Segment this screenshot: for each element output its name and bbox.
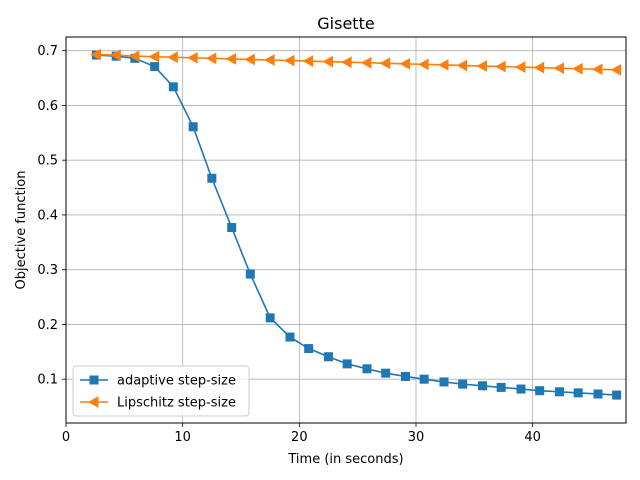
data-point: [553, 62, 564, 75]
data-point: [283, 54, 295, 67]
y-tick-label: 0.2: [37, 318, 58, 333]
data-point: [245, 269, 255, 279]
legend-marker: [89, 375, 99, 385]
y-tick-label: 0.7: [37, 44, 58, 59]
data-point: [458, 379, 468, 389]
data-point: [535, 386, 545, 396]
series-layer: [90, 48, 622, 400]
chart-title: Gisette: [317, 14, 374, 33]
data-point: [167, 51, 178, 64]
y-tick-label: 0.6: [37, 99, 58, 114]
series-1: [91, 50, 622, 400]
y-axis-ticks: 0.1 0.2 0.3 0.4 0.5 0.6 0.7: [37, 44, 66, 388]
x-axis-label: Time (in seconds): [287, 452, 403, 467]
data-point: [362, 364, 372, 374]
data-point: [514, 61, 526, 73]
data-point: [324, 352, 333, 362]
data-point: [573, 388, 583, 398]
data-point: [610, 64, 622, 76]
x-tick-label: 10: [174, 430, 191, 445]
data-point: [342, 359, 352, 369]
legend-entry: Lipschitz step-size: [80, 396, 236, 411]
data-point: [265, 313, 275, 323]
data-point: [322, 55, 333, 68]
x-tick-label: 0: [62, 430, 70, 445]
data-point: [476, 60, 487, 72]
data-point: [381, 368, 391, 378]
y-axis-label: Objective function: [14, 171, 29, 290]
data-point: [418, 58, 429, 71]
data-point: [90, 48, 101, 61]
data-point: [399, 57, 410, 70]
data-point: [437, 59, 449, 71]
data-point: [205, 52, 217, 65]
data-point: [264, 54, 275, 66]
series-line: [96, 53, 617, 71]
data-point: [188, 122, 198, 132]
data-point: [572, 62, 583, 75]
data-point: [110, 49, 121, 61]
series-line: [96, 54, 617, 396]
data-point: [496, 382, 506, 392]
data-point: [516, 384, 526, 394]
data-point: [419, 374, 429, 384]
data-point: [227, 223, 237, 233]
data-point: [593, 389, 603, 399]
legend: adaptive step-size Lipschitz step-size: [72, 365, 250, 417]
legend-entry: adaptive step-size: [80, 374, 236, 389]
data-point: [478, 381, 487, 391]
plot-area: 0 10 20 30 40 0.1 0.2 0.3 0.4 0.5 0.6 0.7: [37, 36, 627, 445]
axes-frame: [65, 36, 627, 424]
data-point: [533, 61, 545, 74]
data-point: [244, 53, 255, 66]
x-tick-label: 20: [291, 430, 308, 445]
data-point: [379, 57, 391, 70]
legend-marker: [87, 396, 99, 408]
data-point: [207, 173, 217, 183]
x-tick-label: 40: [524, 430, 541, 445]
data-point: [148, 50, 160, 63]
data-point: [187, 51, 198, 64]
data-point: [168, 82, 178, 92]
legend-label: Lipschitz step-size: [117, 396, 236, 411]
legend-box: [72, 365, 250, 417]
data-point: [285, 332, 295, 342]
y-tick-label: 0.3: [37, 263, 58, 278]
series-2: [90, 48, 622, 76]
y-tick-label: 0.4: [37, 208, 58, 223]
data-point: [495, 60, 506, 73]
data-point: [302, 55, 314, 67]
data-point: [555, 387, 564, 397]
data-point: [150, 62, 160, 72]
data-point: [225, 53, 237, 65]
legend-label: adaptive step-size: [117, 374, 236, 389]
data-point: [612, 390, 622, 400]
y-tick-label: 0.1: [37, 373, 58, 388]
data-point: [591, 63, 603, 76]
data-point: [456, 59, 468, 72]
data-point: [341, 56, 352, 69]
x-tick-label: 30: [408, 430, 425, 445]
data-point: [401, 371, 410, 381]
data-point: [439, 377, 449, 387]
data-point: [360, 56, 372, 69]
legend-entries: adaptive step-size Lipschitz step-size: [80, 374, 236, 411]
x-axis-ticks: 0 10 20 30 40: [62, 423, 541, 445]
data-point: [128, 50, 140, 63]
data-point: [304, 344, 314, 354]
y-tick-label: 0.5: [37, 154, 58, 169]
